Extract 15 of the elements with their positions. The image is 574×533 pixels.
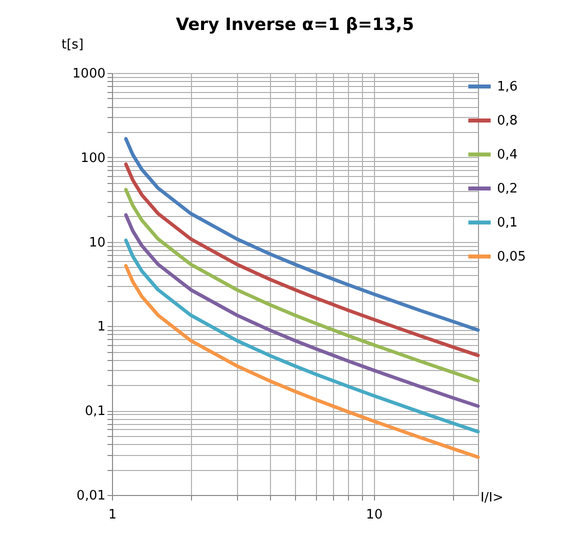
legend-label: 0,4 bbox=[497, 148, 518, 162]
legend-label: 1,6 bbox=[497, 80, 518, 94]
y-tick-label: 0,1 bbox=[84, 404, 106, 420]
y-tick-label: 10 bbox=[88, 235, 106, 250]
legend-label: 0,1 bbox=[497, 216, 518, 230]
legend-label: 0,05 bbox=[497, 250, 526, 264]
y-tick-label: 1000 bbox=[72, 66, 106, 82]
chart-title: Very Inverse α=1 β=13,5 bbox=[176, 15, 414, 35]
y-tick-label: 1 bbox=[97, 320, 106, 335]
legend-label: 0,8 bbox=[497, 114, 518, 128]
y-axis-title: t[s] bbox=[61, 38, 84, 52]
x-axis-title: I/I> bbox=[480, 490, 504, 506]
y-tick-label: 100 bbox=[80, 150, 106, 166]
y-tick-label: 0,01 bbox=[76, 488, 106, 504]
legend-label: 0,2 bbox=[497, 182, 518, 196]
